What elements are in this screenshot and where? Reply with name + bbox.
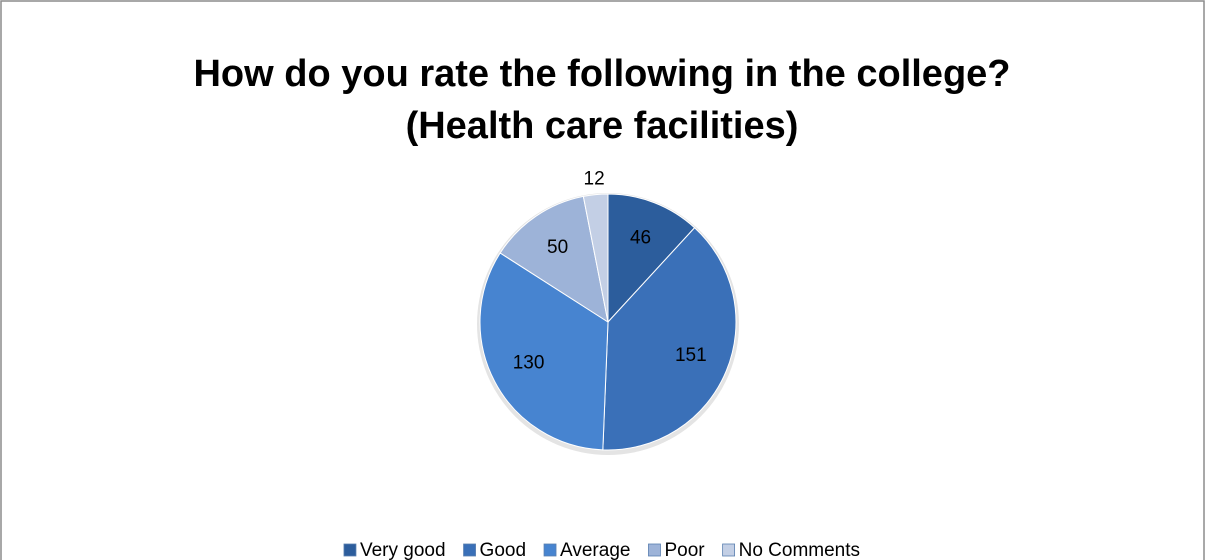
legend-swatch [722,543,736,557]
legend-label: Average [560,540,630,560]
legend-label: Good [480,540,526,560]
data-label: 50 [547,237,568,258]
data-label: 12 [584,168,605,189]
data-label: 130 [513,352,545,373]
chart-title: How do you rate the following in the col… [193,53,1010,95]
data-label: 151 [675,345,707,366]
chart-title: (Health care facilities) [406,105,799,147]
legend-swatch [343,543,357,557]
legend-swatch [463,543,476,557]
pie-slice [602,227,737,451]
pie-slice [479,252,609,451]
legend-label: No Comments [739,540,860,560]
legend-label: Very good [360,540,446,560]
legend-label: Poor [664,540,705,560]
legend-swatch [543,543,557,557]
pie-slice [607,193,696,324]
data-label: 46 [630,228,651,249]
pie-slice [499,195,609,324]
pie-slice [582,193,609,323]
legend-swatch [648,543,661,557]
